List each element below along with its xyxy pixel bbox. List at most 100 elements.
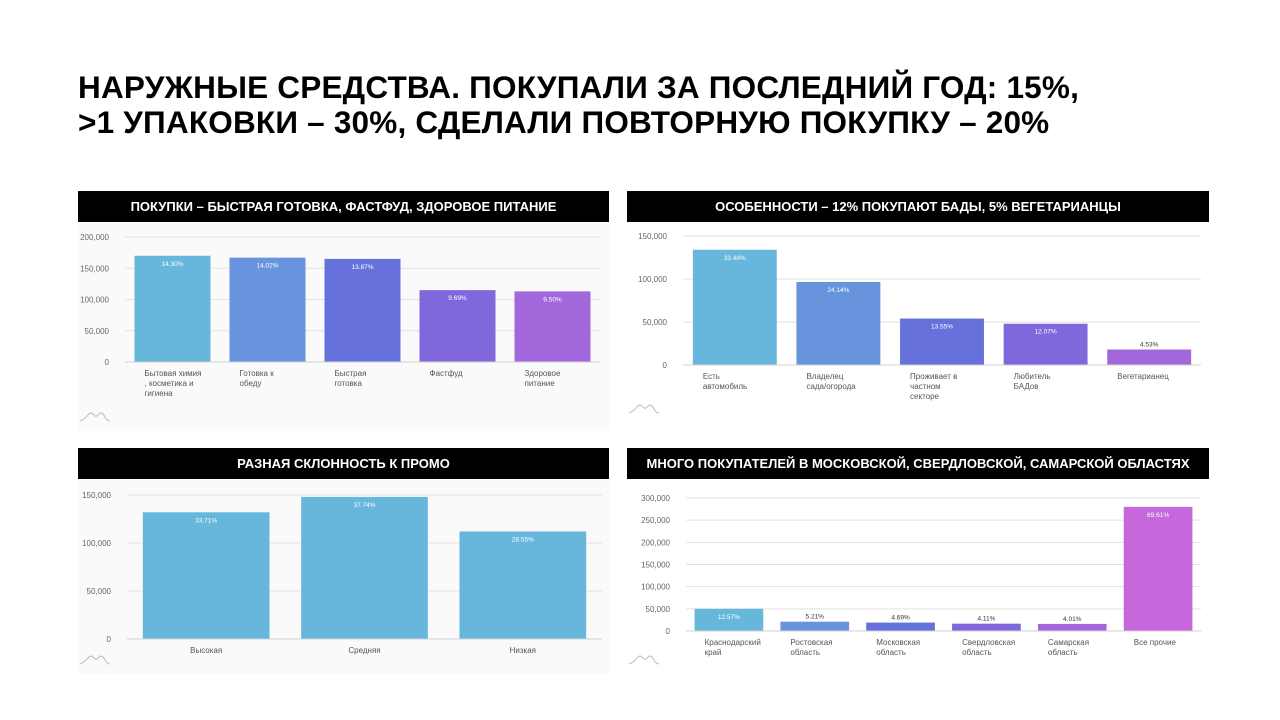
- category-label: Московская: [876, 638, 920, 647]
- page-title-line-1: НАРУЖНЫЕ СРЕДСТВА. ПОКУПАЛИ ЗА ПОСЛЕДНИЙ…: [78, 69, 1080, 105]
- bar: [134, 255, 211, 362]
- chart-panel-features: ОСОБЕННОСТИ – 12% ПОКУПАЮТ БАДЫ, 5% ВЕГЕ…: [627, 191, 1209, 423]
- category-label: автомобиль: [703, 382, 747, 391]
- y-tick-label: 250,000: [641, 516, 670, 525]
- data-label: 28.55%: [512, 536, 534, 543]
- data-label: 4.69%: [891, 615, 910, 622]
- logo-wave-path: [628, 404, 660, 414]
- chart-promo: 0 50,000 100,000 150,000 33.71% Высокая 37.74%…: [78, 480, 609, 674]
- bar: [301, 496, 428, 639]
- bar: [514, 291, 591, 362]
- category-label: Быстрая: [335, 369, 367, 378]
- data-label: 9.50%: [543, 296, 562, 303]
- bar: [694, 608, 764, 631]
- y-tick-label: 50,000: [85, 327, 110, 336]
- data-label: 14.02%: [256, 263, 278, 270]
- chart-panel-purchases: ПОКУПКИ – БЫСТРАЯ ГОТОВКА, ФАСТФУД, ЗДОР…: [78, 191, 609, 431]
- y-tick-label: 200,000: [641, 538, 670, 547]
- category-label: готовка: [335, 379, 363, 388]
- category-label: частном: [910, 382, 941, 391]
- bar: [900, 318, 984, 365]
- logo-wave-icon: [628, 655, 660, 665]
- data-label: 9.69%: [448, 295, 467, 302]
- bar: [459, 531, 587, 639]
- data-label: 37.74%: [353, 502, 375, 509]
- bar: [952, 623, 1021, 631]
- data-label: 13.87%: [351, 264, 373, 271]
- category-label: Все прочие: [1134, 638, 1177, 647]
- y-tick-label: 150,000: [82, 491, 111, 500]
- category-label: Проживает в: [910, 372, 957, 381]
- chart-title: МНОГО ПОКУПАТЕЛЕЙ В МОСКОВСКОЙ, СВЕРДЛОВ…: [627, 448, 1209, 479]
- logo-wave-path: [628, 655, 660, 665]
- category-label: Краснодарский: [705, 638, 761, 647]
- bar: [692, 249, 777, 365]
- y-tick-label: 100,000: [641, 583, 670, 592]
- category-label: Здоровое: [525, 369, 561, 378]
- category-label: , косметика и: [145, 379, 194, 388]
- data-label: 13.55%: [931, 324, 953, 331]
- category-label: Бытовая химия: [145, 369, 202, 378]
- category-label: область: [1048, 648, 1078, 657]
- y-tick-label: 100,000: [638, 275, 667, 284]
- bar: [419, 290, 496, 362]
- data-label: 24.14%: [827, 287, 849, 294]
- data-label: 14.30%: [161, 261, 183, 268]
- bar: [324, 258, 401, 362]
- bar: [796, 282, 881, 365]
- logo-wave-icon: [628, 404, 660, 414]
- y-tick-label: 150,000: [80, 264, 109, 273]
- category-label: Высокая: [190, 646, 222, 655]
- data-label: 12.07%: [1035, 329, 1057, 336]
- category-label: Есть: [703, 372, 720, 381]
- data-label: 5.21%: [806, 614, 825, 621]
- data-label: 69.61%: [1147, 512, 1169, 519]
- category-label: Фастфуд: [430, 369, 463, 378]
- bar: [1123, 506, 1193, 631]
- category-label: область: [876, 648, 906, 657]
- chart-features: 0 50,000 100,000 150,000 33.48% Естьавтомобил…: [628, 232, 1201, 414]
- chart-title: РАЗНАЯ СКЛОННОСТЬ К ПРОМО: [78, 448, 609, 479]
- data-label: 33.71%: [195, 517, 217, 524]
- bar: [1107, 349, 1192, 365]
- category-label: Средняя: [348, 646, 380, 655]
- category-label: БАДов: [1014, 382, 1039, 391]
- y-tick-label: 150,000: [641, 561, 670, 570]
- y-tick-label: 0: [107, 635, 112, 644]
- data-label: 12.57%: [718, 614, 740, 621]
- bar: [1037, 623, 1107, 631]
- y-tick-label: 50,000: [643, 318, 668, 327]
- category-label: область: [790, 648, 820, 657]
- bar: [780, 621, 850, 631]
- category-label: Любитель: [1014, 372, 1051, 381]
- y-tick-label: 50,000: [646, 605, 671, 614]
- category-label: область: [962, 648, 992, 657]
- chart-regions: 0 50,000 100,000 150,000 200,000 250,000 300,0…: [628, 494, 1201, 665]
- category-label: обеду: [240, 379, 262, 388]
- category-label: Готовка к: [240, 369, 275, 378]
- category-label: Свердловская: [962, 638, 1015, 647]
- logo-wave-icon: [79, 412, 111, 422]
- bar: [229, 257, 306, 362]
- category-label: гигиена: [145, 389, 174, 398]
- logo-wave-path: [79, 655, 111, 665]
- y-tick-label: 0: [663, 361, 668, 370]
- chart-title: ОСОБЕННОСТИ – 12% ПОКУПАЮТ БАДЫ, 5% ВЕГЕ…: [627, 191, 1209, 222]
- y-tick-label: 150,000: [638, 232, 667, 241]
- y-tick-label: 0: [105, 358, 110, 367]
- chart-purchases: 0 50,000 100,000 150,000 200,000 14.30% Бытова…: [78, 223, 609, 431]
- category-label: Вегетарианец: [1117, 372, 1169, 381]
- y-tick-label: 200,000: [80, 233, 109, 242]
- logo-wave-path: [79, 412, 111, 422]
- y-tick-label: 0: [666, 627, 671, 636]
- data-label: 4.53%: [1140, 342, 1159, 349]
- y-tick-label: 50,000: [87, 587, 112, 596]
- category-label: Владелец: [806, 372, 843, 381]
- y-tick-label: 100,000: [80, 296, 109, 305]
- chart-panel-promo: РАЗНАЯ СКЛОННОСТЬ К ПРОМО 0 50,000 100,000…: [78, 448, 609, 674]
- chart-panel-regions: МНОГО ПОКУПАТЕЛЕЙ В МОСКОВСКОЙ, СВЕРДЛОВ…: [627, 448, 1209, 674]
- bar: [866, 622, 935, 631]
- y-tick-label: 300,000: [641, 494, 670, 503]
- category-label: Низкая: [510, 646, 536, 655]
- category-label: питание: [525, 379, 556, 388]
